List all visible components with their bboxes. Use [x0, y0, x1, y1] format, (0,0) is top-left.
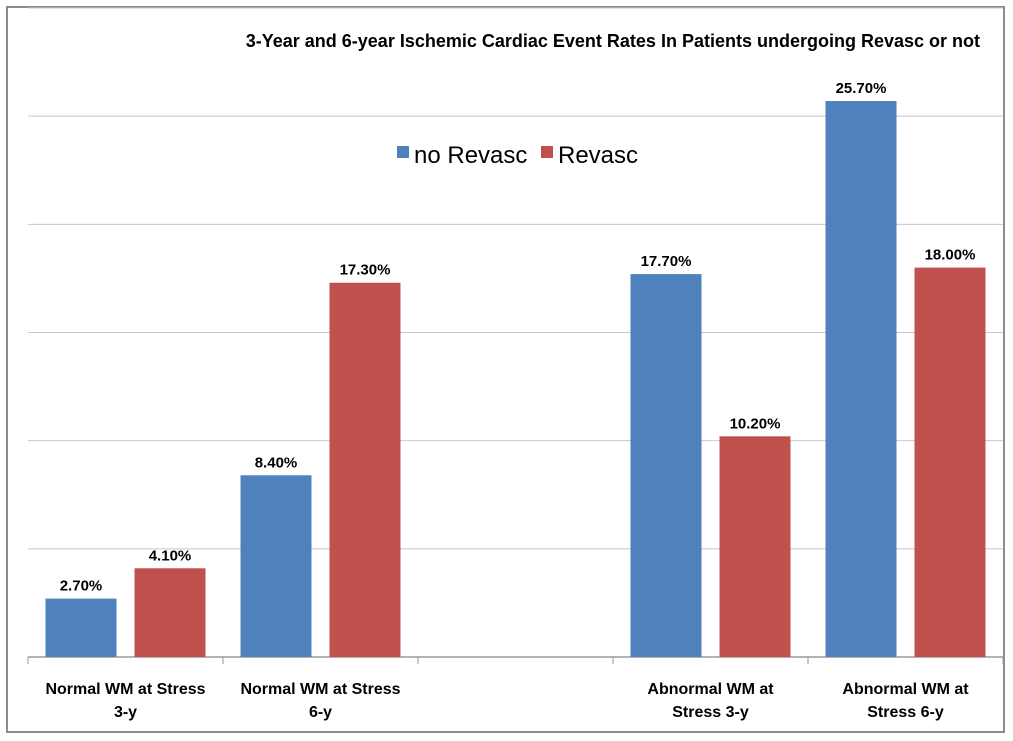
data-label: 17.30%	[340, 262, 391, 279]
category-label: 3-y	[114, 704, 137, 721]
category-label: Normal WM at Stress	[240, 681, 400, 698]
data-label: 18.00%	[925, 247, 976, 264]
bar	[719, 436, 791, 657]
category-label: Abnormal WM at	[842, 681, 969, 698]
bar	[329, 282, 401, 657]
bar	[45, 598, 117, 657]
category-label: Stress 3-y	[672, 704, 749, 721]
data-label: 4.10%	[149, 547, 192, 564]
bar	[240, 475, 312, 657]
legend-swatch	[397, 146, 409, 158]
category-label: Stress 6-y	[867, 704, 944, 721]
data-label: 17.70%	[641, 253, 692, 270]
chart-title: 3-Year and 6-year Ischemic Cardiac Event…	[246, 31, 980, 51]
data-label: 2.70%	[60, 578, 103, 595]
category-label: Abnormal WM at	[647, 681, 774, 698]
bar	[630, 274, 702, 657]
data-label: 25.70%	[836, 80, 887, 97]
legend-label: no Revasc	[414, 142, 527, 169]
legend-label: Revasc	[558, 142, 638, 169]
category-label: Normal WM at Stress	[45, 681, 205, 698]
bar	[825, 101, 897, 658]
legend-swatch	[541, 146, 553, 158]
bar	[914, 267, 986, 657]
category-label: 6-y	[309, 704, 332, 721]
data-label: 10.20%	[730, 415, 781, 432]
data-label: 8.40%	[255, 454, 298, 471]
bar	[134, 568, 206, 657]
